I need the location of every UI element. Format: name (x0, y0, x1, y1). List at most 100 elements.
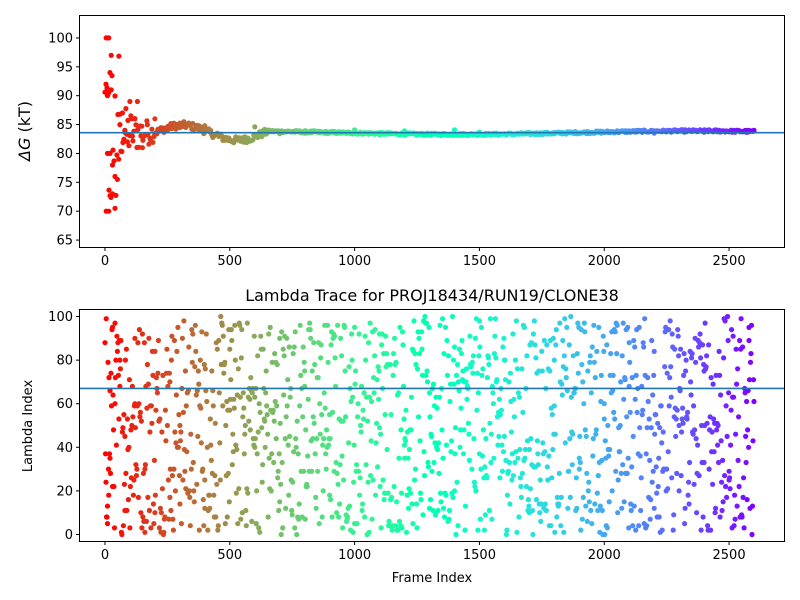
lambda-point (492, 316, 498, 322)
lambda-point (333, 383, 339, 389)
lambda-point (189, 327, 195, 333)
lambda-point (668, 364, 674, 370)
lambda-point (366, 529, 372, 535)
lambda-point (521, 324, 528, 330)
lambda-point (238, 355, 244, 361)
lambda-point (709, 429, 715, 435)
lambda-point (165, 477, 171, 483)
lambda-point (490, 390, 496, 396)
lambda-point (675, 333, 681, 339)
lambda-point (550, 335, 556, 341)
lambda-point (749, 503, 756, 509)
lambda-point (199, 329, 205, 335)
lambda-point (152, 510, 158, 516)
lambda-point (746, 377, 753, 383)
lambda-point (174, 348, 180, 354)
lambda-point (538, 518, 544, 525)
lambda-point (443, 442, 450, 448)
lambda-point (339, 453, 345, 459)
lambda-point (323, 466, 329, 472)
lambda-point (116, 416, 122, 422)
lambda-point (601, 416, 607, 422)
lambda-point (535, 451, 541, 457)
lambda-point (245, 490, 251, 496)
lambda-point (511, 414, 517, 420)
lambda-point (589, 344, 595, 350)
lambda-point (134, 466, 140, 472)
lambda-point (265, 514, 271, 520)
lambda-point (645, 398, 651, 405)
lambda-point (519, 366, 525, 372)
lambda-point (609, 488, 615, 494)
lambda-point (323, 451, 329, 457)
lambda-point (647, 516, 653, 522)
lambda-point (279, 459, 285, 466)
lambda-point (332, 333, 338, 339)
lambda-point (346, 440, 352, 446)
lambda-point (463, 379, 469, 385)
lambda-point (214, 346, 220, 352)
lambda-point (483, 436, 489, 442)
lambda-point (717, 372, 723, 378)
lambda-point (333, 459, 339, 466)
lambda-point (279, 329, 285, 335)
lambda-point (418, 329, 425, 335)
lambda-point (669, 475, 675, 481)
lambda-point (401, 455, 408, 461)
lambda-point (595, 473, 601, 479)
lambda-point (565, 505, 571, 511)
lambda-point (639, 383, 645, 389)
lambda-y-tick-label: 80 (56, 354, 73, 369)
lambda-point (676, 422, 682, 429)
lambda-point (588, 507, 594, 514)
lambda-point (484, 375, 490, 381)
lambda-point (295, 451, 301, 457)
lambda-point (327, 436, 333, 442)
lambda-point (196, 381, 202, 387)
lambda-point (343, 414, 349, 420)
lambda-point (454, 479, 460, 485)
lambda-point (377, 483, 383, 490)
lambda-point (729, 327, 735, 333)
lambda-points (102, 313, 757, 538)
lambda-point (223, 422, 229, 429)
delta-g-point (107, 150, 113, 156)
lambda-point (719, 479, 725, 485)
lambda-point (274, 403, 280, 409)
lambda-point (396, 518, 403, 525)
lambda-point (361, 390, 367, 396)
lambda-point (434, 446, 441, 453)
lambda-point (630, 433, 636, 439)
lambda-x-tick-label: 0 (101, 548, 109, 563)
lambda-point (162, 407, 168, 413)
lambda-point (517, 446, 523, 453)
lambda-point (352, 324, 358, 330)
lambda-point (512, 459, 518, 466)
lambda-point (125, 497, 131, 503)
lambda-point (355, 414, 361, 420)
lambda-point (356, 331, 362, 337)
lambda-point (257, 409, 263, 415)
lambda-point (349, 357, 355, 363)
lambda-point (743, 433, 749, 439)
lambda-point (275, 475, 281, 481)
lambda-point (138, 510, 144, 516)
lambda-point (286, 344, 292, 350)
lambda-point (534, 438, 541, 444)
lambda-point (277, 335, 283, 341)
lambda-point (584, 470, 590, 476)
lambda-point (626, 525, 632, 531)
lambda-point (704, 420, 710, 426)
lambda-point (662, 364, 668, 370)
lambda-point (378, 525, 384, 531)
lambda-point (204, 398, 210, 405)
lambda-point (516, 394, 523, 400)
lambda-point (315, 468, 321, 474)
lambda-point (554, 494, 560, 500)
lambda-point (373, 440, 379, 446)
lambda-point (198, 440, 204, 446)
lambda-point (651, 372, 657, 378)
lambda-point (515, 455, 521, 461)
lambda-point (542, 449, 548, 455)
